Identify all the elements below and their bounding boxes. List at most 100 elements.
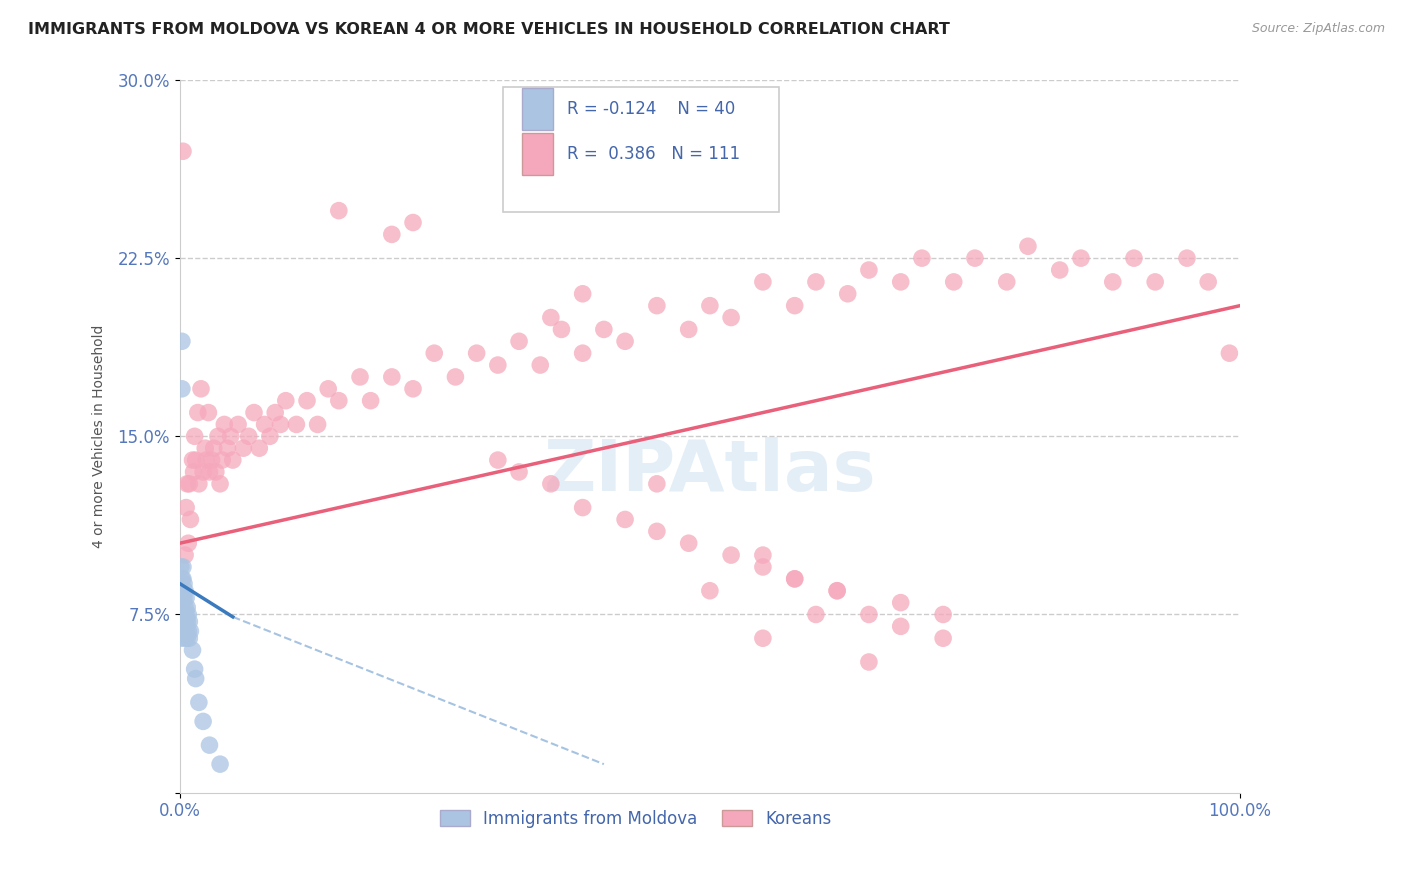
Point [360, 393, 382, 408]
Point [170, 632, 193, 646]
Point [184, 453, 207, 467]
Point [571, 500, 593, 515]
Point [783, 299, 806, 313]
Point [243, 406, 266, 420]
Point [307, 417, 329, 432]
Point [177, 536, 200, 550]
Point [804, 607, 827, 622]
Point [1144, 275, 1167, 289]
Point [783, 572, 806, 586]
Point [176, 615, 198, 629]
Text: ZIPAtlas: ZIPAtlas [544, 437, 876, 507]
Point [170, 624, 193, 639]
Point [187, 476, 209, 491]
Point [274, 393, 297, 408]
Point [197, 406, 219, 420]
Point [1123, 251, 1146, 265]
Point [571, 346, 593, 360]
Point [529, 358, 551, 372]
Point [195, 453, 218, 467]
Point [995, 275, 1018, 289]
Point [1175, 251, 1198, 265]
Point [177, 607, 200, 622]
Point [645, 524, 668, 539]
Y-axis label: 4 or more Vehicles in Household: 4 or more Vehicles in Household [93, 325, 107, 548]
Point [253, 417, 276, 432]
Point [402, 215, 425, 229]
Point [699, 299, 721, 313]
Point [752, 275, 775, 289]
Point [176, 600, 198, 615]
Point [678, 322, 700, 336]
Point [174, 607, 197, 622]
Point [179, 476, 201, 491]
Point [963, 251, 986, 265]
Point [172, 607, 194, 622]
Point [172, 560, 194, 574]
Point [645, 299, 668, 313]
Text: IMMIGRANTS FROM MOLDOVA VS KOREAN 4 OR MORE VEHICLES IN HOUSEHOLD CORRELATION CH: IMMIGRANTS FROM MOLDOVA VS KOREAN 4 OR M… [28, 22, 950, 37]
Point [783, 572, 806, 586]
Point [858, 263, 880, 277]
Point [825, 583, 848, 598]
Point [486, 453, 509, 467]
Point [571, 286, 593, 301]
Point [752, 632, 775, 646]
Point [720, 310, 742, 325]
Point [170, 600, 193, 615]
Point [209, 757, 232, 772]
Point [444, 370, 467, 384]
Point [170, 560, 193, 574]
Point [837, 286, 859, 301]
Point [198, 738, 221, 752]
Text: R = -0.124    N = 40: R = -0.124 N = 40 [567, 100, 735, 118]
Point [890, 275, 912, 289]
Text: R =  0.386   N = 111: R = 0.386 N = 111 [567, 145, 740, 163]
Point [804, 275, 827, 289]
Point [174, 600, 197, 615]
Point [540, 476, 562, 491]
Point [932, 632, 955, 646]
Point [172, 591, 194, 605]
Point [540, 310, 562, 325]
Point [270, 417, 292, 432]
Point [752, 560, 775, 574]
Point [183, 662, 205, 676]
Point [219, 429, 242, 443]
Point [645, 476, 668, 491]
Point [1197, 275, 1219, 289]
Point [1017, 239, 1039, 253]
Point [181, 643, 204, 657]
Point [177, 624, 200, 639]
Point [238, 429, 260, 443]
Point [209, 476, 232, 491]
Point [176, 476, 198, 491]
Point [174, 583, 197, 598]
Point [1049, 263, 1071, 277]
Point [172, 572, 194, 586]
Point [316, 382, 339, 396]
Point [752, 548, 775, 562]
Point [550, 322, 572, 336]
Point [259, 429, 281, 443]
Point [183, 429, 205, 443]
Point [423, 346, 446, 360]
Point [508, 334, 530, 349]
Point [232, 441, 254, 455]
Point [285, 417, 308, 432]
Point [614, 334, 637, 349]
Point [858, 655, 880, 669]
Point [174, 548, 197, 562]
Point [932, 607, 955, 622]
Point [465, 346, 488, 360]
Point [170, 334, 193, 349]
Point [720, 548, 742, 562]
Point [174, 632, 197, 646]
Point [264, 406, 287, 420]
Point [170, 382, 193, 396]
Point [179, 615, 201, 629]
Point [183, 465, 205, 479]
Point [1101, 275, 1123, 289]
Point [176, 632, 198, 646]
Point [381, 227, 404, 242]
